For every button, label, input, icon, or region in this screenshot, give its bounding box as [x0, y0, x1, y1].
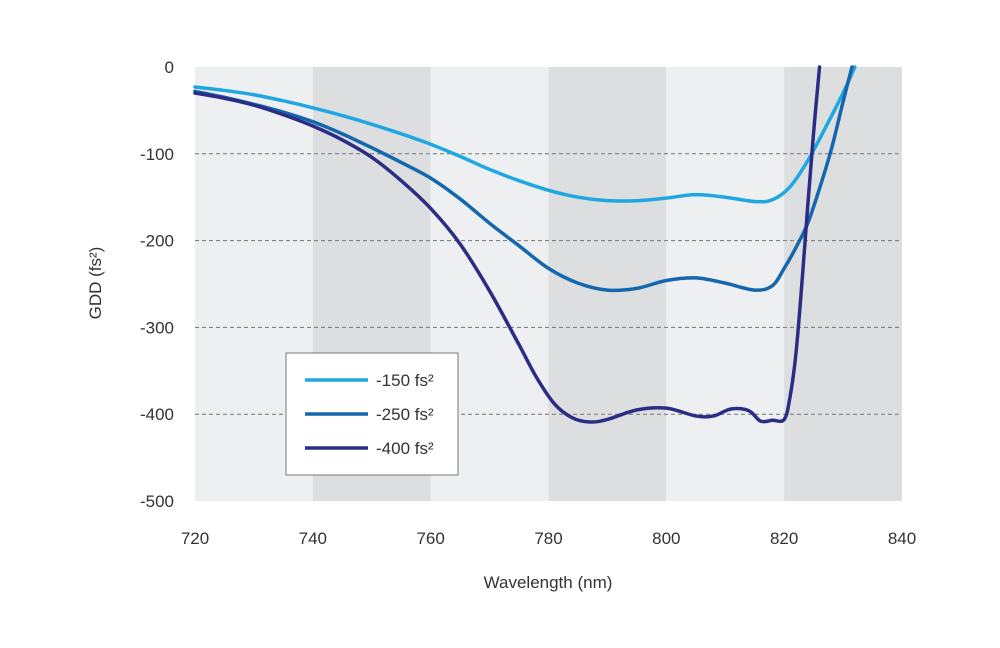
y-tick-label: -200 [140, 232, 174, 251]
gridlines [195, 153, 902, 415]
x-tick-label: 740 [299, 529, 327, 548]
x-tick-label: 840 [888, 529, 916, 548]
y-tick-label: -300 [140, 318, 174, 337]
legend-label-1: -150 fs² [376, 371, 434, 390]
x-tick-label: 800 [652, 529, 680, 548]
y-tick-label: -100 [140, 145, 174, 164]
x-axis-ticks: 720 740 760 780 800 820 840 [181, 529, 916, 548]
y-axis-ticks: 0 -100 -200 -300 -400 -500 [140, 58, 174, 511]
x-tick-label: 720 [181, 529, 209, 548]
series-lines [193, 65, 857, 424]
background-band [784, 67, 902, 501]
x-tick-label: 820 [770, 529, 798, 548]
series-line-3 [193, 65, 822, 424]
series-line-1 [193, 65, 857, 204]
y-tick-label: 0 [165, 58, 174, 77]
legend-label-2: -250 fs² [376, 405, 434, 424]
y-axis-label: GDD (fs²) [86, 247, 105, 320]
y-tick-label: -400 [140, 405, 174, 424]
background-band [548, 67, 667, 501]
legend-label-3: -400 fs² [376, 439, 434, 458]
y-tick-label: -500 [140, 492, 174, 511]
legend: -150 fs² -250 fs² -400 fs² [285, 352, 459, 476]
x-tick-label: 760 [416, 529, 444, 548]
x-axis-label: Wavelength (nm) [484, 573, 613, 592]
series-line-2 [193, 65, 854, 293]
x-tick-label: 780 [534, 529, 562, 548]
